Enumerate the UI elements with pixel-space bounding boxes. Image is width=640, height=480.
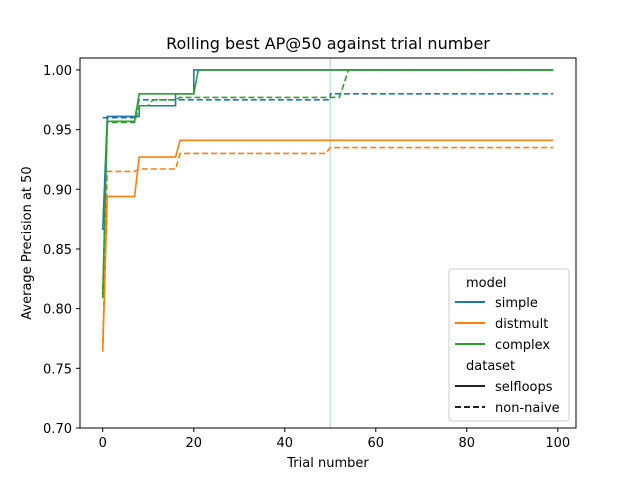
legend: model simple distmult complex dataset se… (448, 268, 570, 422)
x-tick-label: 60 (368, 436, 385, 451)
x-tick-label: 20 (185, 436, 202, 451)
legend-label-distmult: distmult (495, 317, 548, 332)
axis-ticks: 0 20 40 60 80 100 0.70 0.75 0.80 0.85 0.90 0.95 1.00 (43, 64, 570, 451)
legend-label-simple: simple (495, 296, 538, 311)
x-tick-label: 40 (276, 436, 293, 451)
series-line-complex-non-naive (101, 69, 554, 298)
legend-box (448, 268, 570, 422)
series-line-complex-selfloops (101, 69, 554, 295)
x-tick-label: 80 (459, 436, 476, 451)
y-tick-label: 0.80 (43, 303, 72, 318)
legend-label-selfloops: selfloops (495, 380, 553, 395)
y-tick-label: 0.75 (43, 362, 72, 377)
y-tick-label: 0.85 (43, 243, 72, 258)
y-axis-label: Average Precision at 50 (20, 166, 35, 319)
legend-label-non-naive: non-naive (495, 401, 560, 416)
y-tick-label: 0.90 (43, 183, 72, 198)
series-line-simple-selfloops (101, 69, 554, 230)
legend-label-complex: complex (495, 338, 550, 353)
series-line-distmult-non-naive (101, 146, 554, 344)
legend-title-dataset: dataset (466, 359, 515, 374)
y-tick-label: 1.00 (43, 64, 72, 79)
series-line-simple-non-naive (102, 93, 554, 119)
y-tick-label: 0.70 (43, 422, 72, 437)
x-tick-label: 0 (99, 436, 107, 451)
x-tick-label: 100 (545, 436, 570, 451)
y-tick-label: 0.95 (43, 124, 72, 139)
x-axis-label: Trial number (286, 456, 369, 471)
legend-title-model: model (466, 276, 506, 291)
axes-frame (79, 57, 577, 429)
chart-title: Rolling best AP@50 against trial number (166, 34, 490, 53)
plot-area (101, 58, 554, 428)
